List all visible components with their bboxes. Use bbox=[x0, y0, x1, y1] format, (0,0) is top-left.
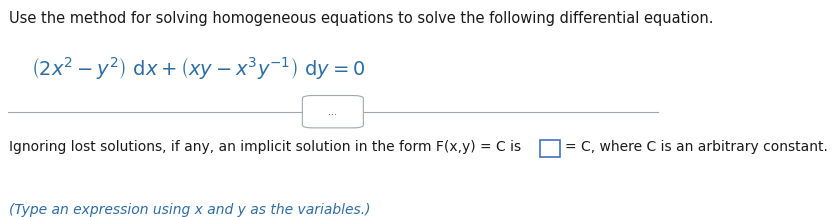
Text: $\left(2x^2-y^2\right)\ \mathrm{d}x + \left(xy-x^3y^{-1}\right)\ \mathrm{d}y = 0: $\left(2x^2-y^2\right)\ \mathrm{d}x + \l… bbox=[32, 55, 365, 81]
Text: Ignoring lost solutions, if any, an implicit solution in the form F(x,y) = C is: Ignoring lost solutions, if any, an impl… bbox=[9, 140, 522, 154]
Text: = C, where C is an arbitrary constant.: = C, where C is an arbitrary constant. bbox=[565, 140, 828, 154]
Text: Use the method for solving homogeneous equations to solve the following differen: Use the method for solving homogeneous e… bbox=[9, 11, 714, 26]
FancyBboxPatch shape bbox=[540, 140, 560, 157]
Text: (Type an expression using x and y as the variables.): (Type an expression using x and y as the… bbox=[9, 203, 371, 217]
Text: ...: ... bbox=[329, 107, 337, 117]
FancyBboxPatch shape bbox=[302, 95, 364, 128]
